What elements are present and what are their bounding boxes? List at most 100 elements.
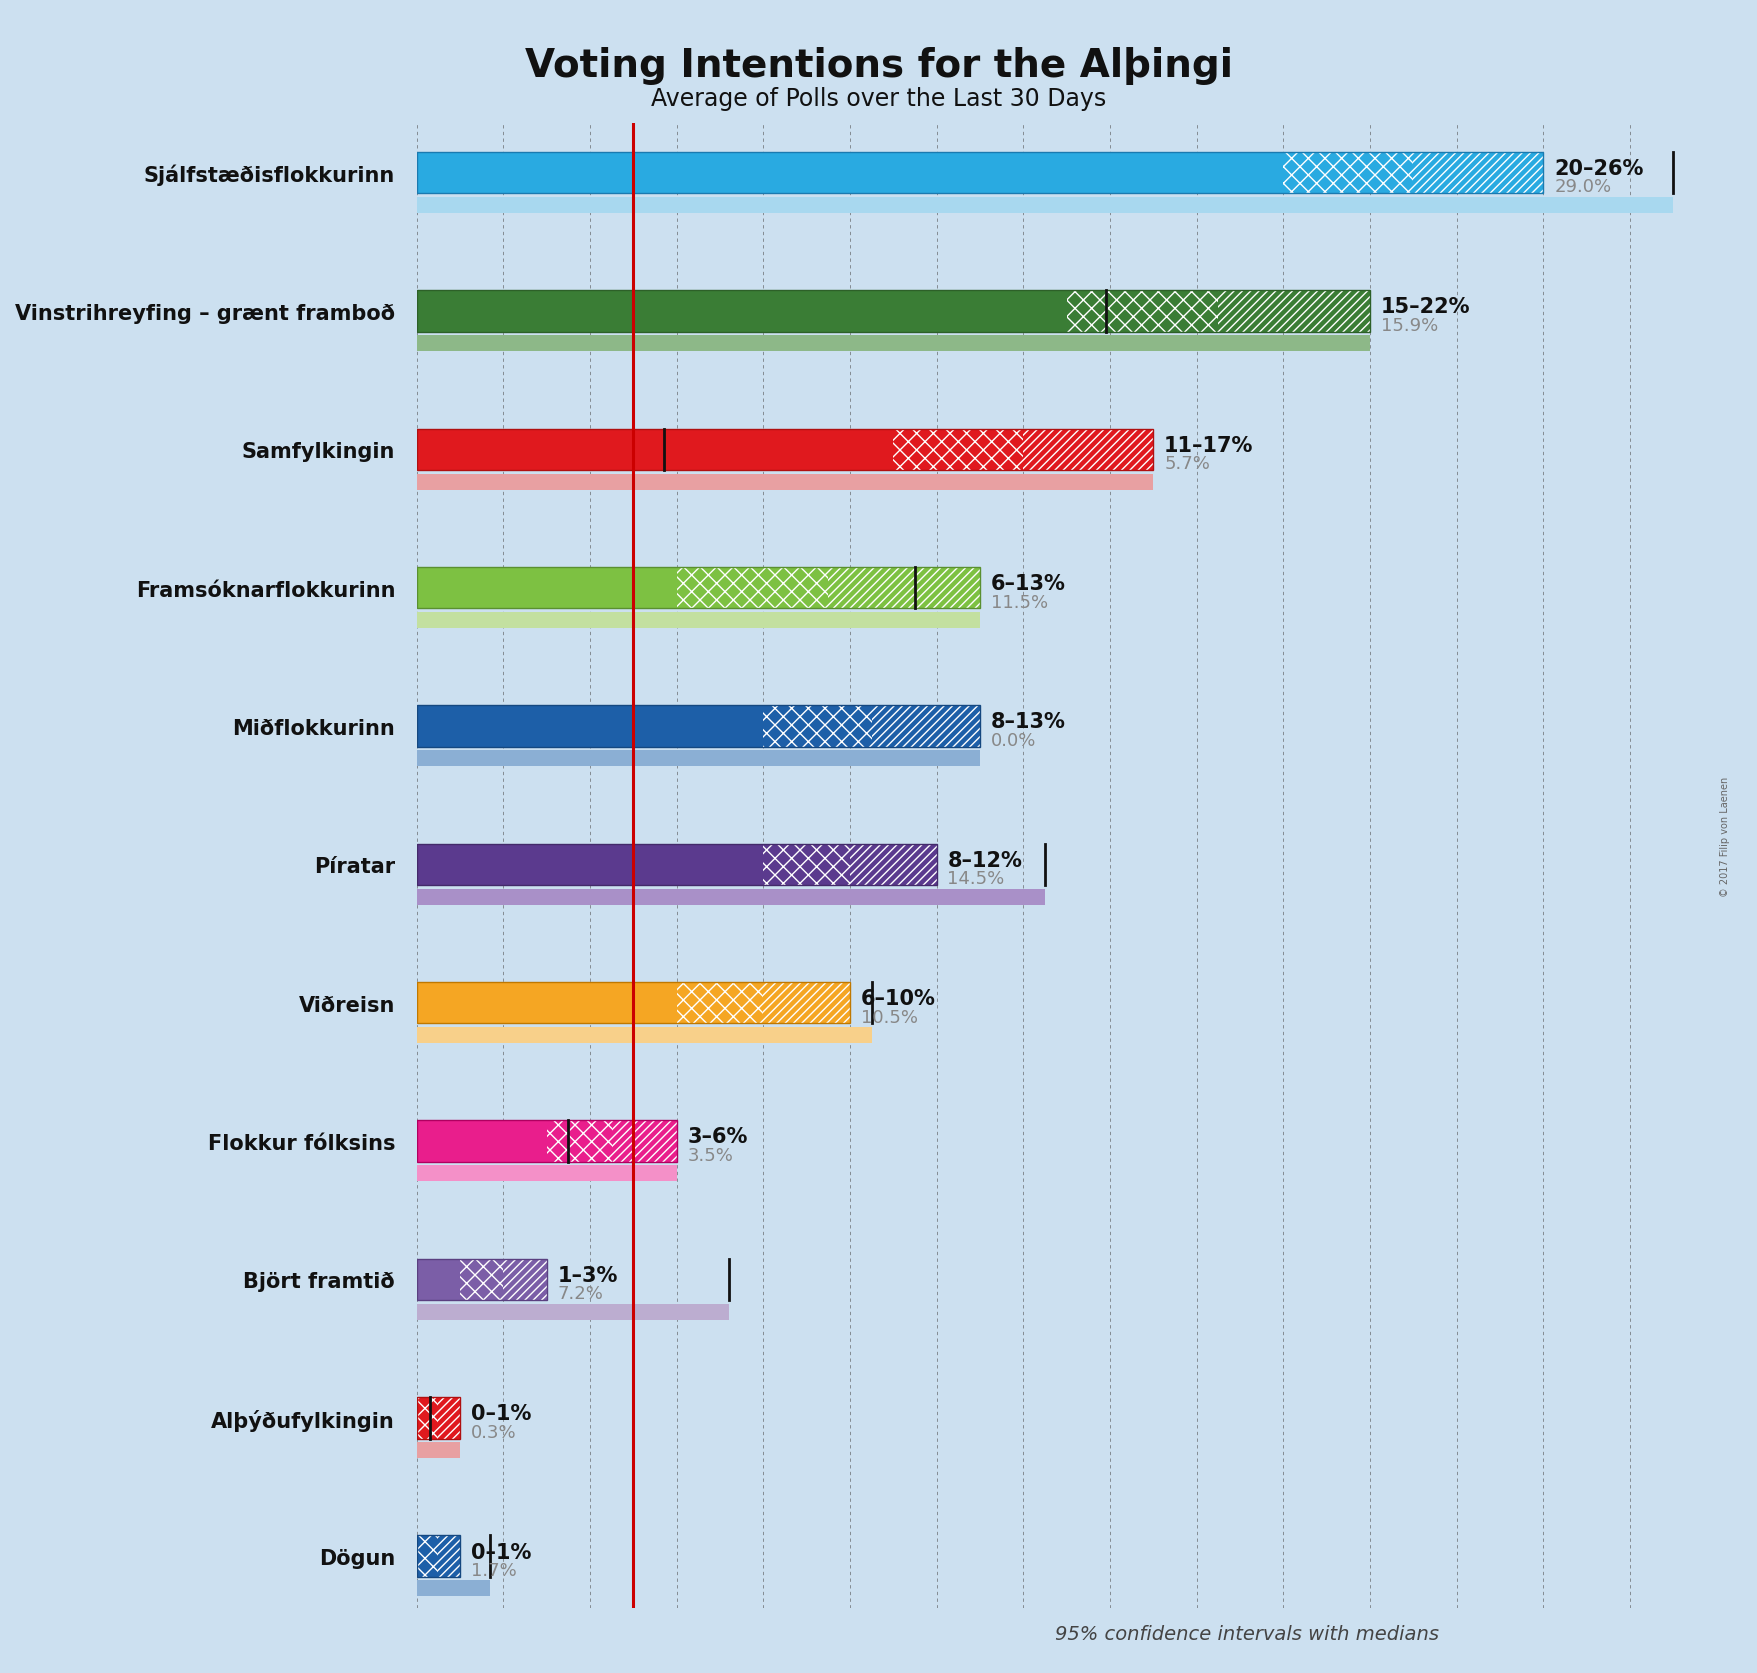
Bar xyxy=(1066,291,1218,333)
Bar xyxy=(763,982,849,1024)
Bar xyxy=(416,1442,460,1459)
Text: 6–13%: 6–13% xyxy=(991,574,1065,594)
Bar xyxy=(416,1258,460,1300)
Bar xyxy=(503,1258,546,1300)
Bar xyxy=(416,1397,437,1439)
Text: 7.2%: 7.2% xyxy=(557,1285,603,1303)
Bar xyxy=(416,1581,490,1596)
Bar xyxy=(828,567,979,609)
Bar xyxy=(416,430,1153,470)
Bar xyxy=(416,567,676,609)
Bar xyxy=(763,845,849,885)
Bar xyxy=(676,982,763,1024)
Bar xyxy=(416,1166,676,1181)
Bar xyxy=(1283,152,1413,194)
Bar xyxy=(546,1121,611,1163)
Bar xyxy=(416,1397,437,1439)
Text: 95% confidence intervals with medians: 95% confidence intervals with medians xyxy=(1054,1624,1437,1643)
Bar xyxy=(849,845,936,885)
Bar xyxy=(416,706,763,748)
Bar xyxy=(849,845,936,885)
Text: 0.0%: 0.0% xyxy=(991,731,1035,750)
Bar xyxy=(676,982,763,1024)
Bar xyxy=(416,197,1673,214)
Text: 1.7%: 1.7% xyxy=(471,1561,517,1579)
Bar xyxy=(1023,430,1153,470)
Bar xyxy=(676,567,828,609)
Bar xyxy=(416,982,849,1024)
Text: 15.9%: 15.9% xyxy=(1379,316,1437,335)
Bar xyxy=(416,430,893,470)
Bar xyxy=(416,612,979,629)
Bar xyxy=(416,291,1369,333)
Bar xyxy=(611,1121,676,1163)
Bar xyxy=(546,1121,611,1163)
Bar xyxy=(416,1536,437,1578)
Bar xyxy=(1066,291,1218,333)
Bar xyxy=(416,845,763,885)
Bar xyxy=(416,1121,676,1163)
Bar xyxy=(437,1397,460,1439)
Bar xyxy=(1283,152,1413,194)
Bar xyxy=(416,1536,460,1578)
Text: 0.3%: 0.3% xyxy=(471,1422,517,1440)
Text: 20–26%: 20–26% xyxy=(1553,159,1643,179)
Text: 3–6%: 3–6% xyxy=(687,1128,747,1146)
Bar xyxy=(416,1027,871,1044)
Bar xyxy=(611,1121,676,1163)
Bar xyxy=(828,567,979,609)
Text: 14.5%: 14.5% xyxy=(947,870,1005,888)
Bar xyxy=(503,1258,546,1300)
Bar xyxy=(1218,291,1369,333)
Text: 11–17%: 11–17% xyxy=(1163,435,1253,455)
Bar xyxy=(763,706,871,748)
Text: 8–13%: 8–13% xyxy=(991,713,1065,733)
Bar xyxy=(416,152,1543,194)
Bar xyxy=(416,751,979,766)
Text: 29.0%: 29.0% xyxy=(1553,179,1611,196)
Text: 11.5%: 11.5% xyxy=(991,594,1047,611)
Bar xyxy=(416,845,936,885)
Bar xyxy=(1218,291,1369,333)
Bar xyxy=(416,1258,546,1300)
Bar xyxy=(437,1397,460,1439)
Bar xyxy=(416,1397,460,1439)
Bar xyxy=(416,1536,437,1578)
Text: 5.7%: 5.7% xyxy=(1163,455,1209,473)
Bar xyxy=(416,982,676,1024)
Bar xyxy=(1413,152,1543,194)
Bar xyxy=(416,336,1369,351)
Bar xyxy=(416,706,979,748)
Bar xyxy=(763,706,871,748)
Bar xyxy=(763,845,849,885)
Text: 10.5%: 10.5% xyxy=(861,1007,917,1026)
Bar xyxy=(460,1258,503,1300)
Text: 8–12%: 8–12% xyxy=(947,850,1023,870)
Text: 0–1%: 0–1% xyxy=(471,1404,531,1424)
Bar xyxy=(871,706,979,748)
Bar xyxy=(416,567,979,609)
Bar xyxy=(437,1536,460,1578)
Text: 3.5%: 3.5% xyxy=(687,1146,733,1164)
Bar xyxy=(871,706,979,748)
Bar xyxy=(416,888,1044,905)
Bar xyxy=(416,291,1066,333)
Bar xyxy=(676,567,828,609)
Text: 15–22%: 15–22% xyxy=(1379,298,1469,318)
Bar xyxy=(437,1536,460,1578)
Text: 0–1%: 0–1% xyxy=(471,1541,531,1561)
Text: 1–3%: 1–3% xyxy=(557,1265,617,1285)
Bar xyxy=(460,1258,503,1300)
Bar xyxy=(416,1121,546,1163)
Text: © 2017 Filip von Laenen: © 2017 Filip von Laenen xyxy=(1718,776,1729,897)
Bar xyxy=(416,152,1283,194)
Bar xyxy=(416,1303,727,1320)
Bar xyxy=(763,982,849,1024)
Bar xyxy=(893,430,1023,470)
Bar xyxy=(416,473,1153,490)
Text: 6–10%: 6–10% xyxy=(861,989,935,1009)
Bar xyxy=(1023,430,1153,470)
Text: Voting Intentions for the Alþingi: Voting Intentions for the Alþingi xyxy=(525,47,1232,85)
Text: Average of Polls over the Last 30 Days: Average of Polls over the Last 30 Days xyxy=(652,87,1105,110)
Bar xyxy=(1413,152,1543,194)
